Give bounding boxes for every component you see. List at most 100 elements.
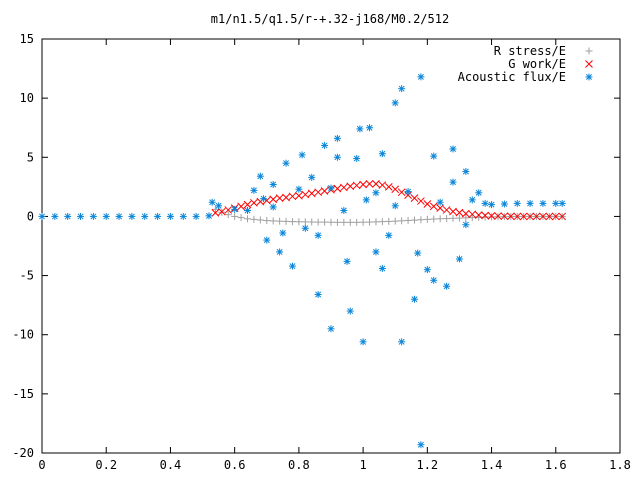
y-tick-label: -5 <box>20 269 34 283</box>
data-point <box>391 185 400 194</box>
series-layer <box>38 73 567 449</box>
data-point <box>359 218 367 226</box>
data-point <box>211 209 220 217</box>
series-3 <box>38 73 566 449</box>
data-point <box>314 188 323 197</box>
x-tick-label: 1.2 <box>416 458 438 472</box>
data-point <box>333 134 341 142</box>
data-point <box>250 198 258 207</box>
data-point <box>269 195 278 204</box>
data-point <box>279 229 287 237</box>
data-point <box>128 212 136 220</box>
data-point <box>366 218 374 226</box>
data-point <box>526 199 534 207</box>
data-point <box>430 215 438 223</box>
data-point <box>468 210 477 219</box>
data-point <box>320 187 329 195</box>
data-point <box>301 190 310 199</box>
data-point <box>339 183 348 192</box>
data-point <box>237 214 245 222</box>
data-point <box>244 215 252 223</box>
data-point <box>410 295 418 303</box>
data-point <box>474 211 483 219</box>
data-point <box>488 213 496 221</box>
data-point <box>359 180 367 189</box>
x-tick-label: 1 <box>359 458 366 472</box>
data-point <box>362 196 370 204</box>
legend-marker <box>585 73 593 81</box>
data-point <box>269 217 277 225</box>
data-point <box>295 218 303 226</box>
data-point <box>288 218 296 226</box>
data-point <box>519 212 528 221</box>
data-point <box>307 189 316 198</box>
y-tick-label: -20 <box>12 446 34 460</box>
data-point <box>417 73 425 81</box>
data-point <box>449 207 457 216</box>
data-point <box>475 189 483 197</box>
data-point <box>430 152 438 160</box>
data-point <box>256 216 264 224</box>
data-point <box>282 217 290 225</box>
data-point <box>314 290 322 298</box>
data-point <box>488 201 496 209</box>
data-point <box>526 212 534 221</box>
data-point <box>154 212 162 220</box>
data-point <box>552 199 560 207</box>
data-point <box>558 199 566 207</box>
data-point <box>356 125 364 133</box>
y-tick-label: 5 <box>27 150 34 164</box>
data-point <box>314 231 322 239</box>
data-point <box>398 217 406 225</box>
data-point <box>410 216 418 224</box>
x-tick-label: 0.4 <box>160 458 182 472</box>
data-point <box>263 236 271 244</box>
data-point <box>417 441 425 449</box>
data-point <box>343 257 351 265</box>
data-point <box>551 212 560 221</box>
data-point <box>455 208 464 217</box>
data-point <box>513 199 521 207</box>
data-point <box>243 200 252 209</box>
data-point <box>333 184 342 193</box>
data-point <box>301 218 309 226</box>
data-point <box>449 178 457 186</box>
data-point <box>436 198 444 206</box>
data-point <box>449 145 457 153</box>
data-point <box>443 215 451 223</box>
data-point <box>327 325 335 333</box>
series-2 <box>211 180 567 221</box>
data-point <box>372 189 380 197</box>
data-point <box>487 211 496 220</box>
data-point <box>558 212 567 221</box>
data-point <box>513 212 522 221</box>
data-point <box>404 188 412 196</box>
data-point <box>500 212 509 221</box>
x-tick-label: 0.6 <box>224 458 246 472</box>
legend-marker <box>585 60 593 68</box>
data-point <box>64 212 72 220</box>
data-point <box>282 159 290 167</box>
data-point <box>539 212 547 221</box>
data-point <box>372 180 380 188</box>
data-point <box>359 338 367 346</box>
data-point <box>301 224 309 232</box>
data-point <box>417 216 425 224</box>
data-point <box>217 207 226 216</box>
data-point <box>372 248 380 256</box>
data-point <box>397 188 406 197</box>
data-point <box>366 124 374 132</box>
chart-title: m1/n1.5/q1.5/r-+.32-j168/M0.2/512 <box>211 12 449 26</box>
y-tick-label: 15 <box>20 32 34 46</box>
data-point <box>250 186 258 194</box>
data-point <box>430 276 438 284</box>
data-point <box>340 207 348 215</box>
data-point <box>141 212 149 220</box>
data-point <box>333 218 341 226</box>
data-point <box>500 200 508 208</box>
data-point <box>353 218 361 226</box>
data-point <box>391 99 399 107</box>
data-point <box>494 212 502 220</box>
data-point <box>346 218 354 226</box>
